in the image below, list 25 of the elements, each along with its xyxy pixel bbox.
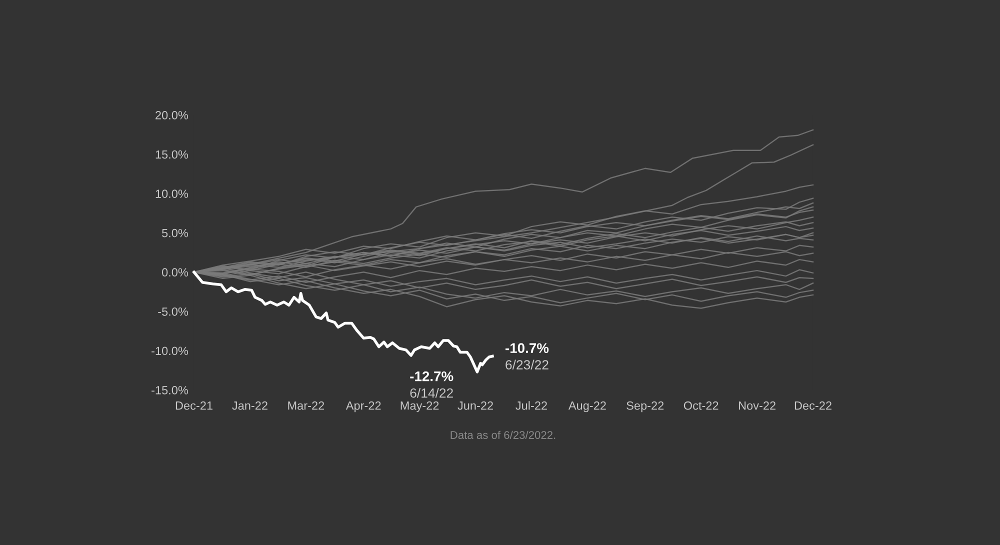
x-tick-label: Mar-22	[288, 401, 324, 410]
y-tick-label: -10.0%	[152, 346, 188, 356]
x-tick-label: Jul-22	[516, 401, 547, 410]
annotation: -12.7%	[410, 371, 454, 382]
x-tick-label: Nov-22	[738, 401, 776, 410]
x-tick-label: May-22	[400, 401, 439, 412]
x-tick-label: Sep-22	[626, 401, 664, 412]
y-tick-label: -5.0%	[158, 307, 188, 316]
y-tick-label: -15.0%	[152, 386, 188, 394]
y-tick-label: 15.0%	[156, 150, 188, 159]
y-tick-label: 10.0%	[156, 190, 188, 198]
annotation: 6/14/22	[410, 388, 453, 398]
annotation: -10.7%	[506, 343, 549, 353]
x-tick-label: Jun-22	[458, 401, 493, 410]
x-tick-label: Dec-21	[176, 401, 212, 410]
annotation: 6/23/22	[506, 360, 548, 370]
x-tick-label: Aug-22	[568, 401, 606, 412]
y-tick-label: 5.0%	[162, 228, 188, 238]
text: Data as of 6/23/2022.	[450, 430, 556, 439]
y-tick-label: 0.0%	[162, 268, 188, 277]
x-tick-label: Jan-22	[232, 401, 268, 410]
x-tick-label: Dec-22	[794, 401, 832, 410]
x-tick-label: Oct-22	[684, 401, 718, 410]
y-tick-label: 20.0%	[156, 111, 188, 120]
x-tick-label: Apr-22	[346, 401, 381, 412]
